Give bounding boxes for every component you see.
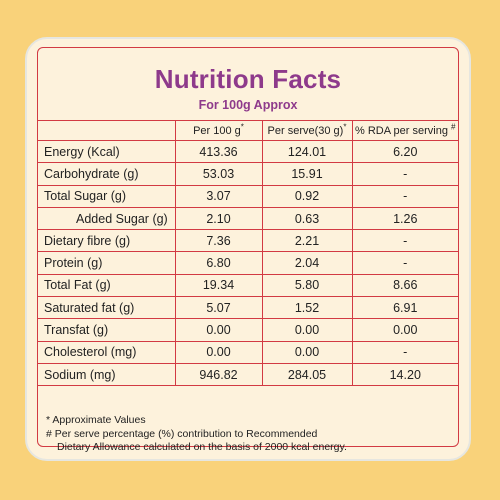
value-rda: 14.20 [351, 362, 458, 387]
table-header-row: Per 100 g* Per serve(30 g)* % RDA per se… [38, 120, 458, 141]
value-per-serve: 0.63 [261, 206, 353, 231]
value-rda: - [351, 229, 458, 253]
value-per-serve: 284.05 [261, 362, 353, 387]
value-rda: 6.91 [351, 296, 458, 320]
table-row: Transfat (g) 0.00 0.00 0.00 [38, 318, 458, 342]
footnote-approx: * Approximate Values [46, 414, 146, 426]
nutrient-name: Dietary fibre (g) [38, 229, 176, 253]
value-per-100g: 413.36 [174, 139, 263, 164]
nutrient-name: Transfat (g) [38, 318, 176, 342]
header-per-100g-label: Per 100 g [193, 124, 241, 137]
nutrition-card: Nutrition Facts For 100g Approx Per 100 … [25, 37, 471, 461]
nutrition-frame: Nutrition Facts For 100g Approx Per 100 … [37, 47, 459, 453]
value-per-100g: 3.07 [174, 184, 263, 208]
header-per-100g-mark: * [240, 121, 244, 131]
value-per-100g: 7.36 [174, 229, 263, 253]
value-per-serve: 0.92 [261, 184, 353, 208]
table-row: Dietary fibre (g) 7.36 2.21- [38, 229, 458, 253]
value-per-serve: 124.01 [261, 139, 353, 164]
value-per-serve: 0.00 [261, 340, 353, 364]
footnote-rda-line2: Dietary Allowance calculated on the basi… [57, 441, 347, 453]
footnote-rda-line1: # Per serve percentage (%) contribution … [46, 427, 318, 440]
value-rda: 8.66 [351, 273, 458, 298]
value-per-serve: 0.00 [261, 318, 353, 342]
table-row: Protein (g) 6.80 2.04- [38, 251, 458, 275]
value-per-100g: 0.00 [174, 318, 263, 342]
nutrient-name: Total Fat (g) [38, 273, 176, 298]
table-row: Carbohydrate (g) 53.03 15.91- [38, 162, 458, 186]
nutrient-name: Cholesterol (mg) [38, 340, 176, 364]
footnotes: * Approximate Values # Per serve percent… [46, 414, 347, 455]
page-subtitle: For 100g Approx [198, 98, 298, 112]
value-per-serve: 2.21 [261, 229, 353, 253]
value-per-serve: 5.80 [261, 273, 353, 298]
value-per-100g: 2.10 [174, 206, 263, 231]
header-per-serve: Per serve(30 g)* [261, 120, 353, 141]
table-row: Cholesterol (mg) 0.00 0.00- [38, 340, 458, 364]
header-per-serve-mark: * [343, 121, 347, 131]
header-rda: % RDA per serving # [351, 120, 458, 141]
value-per-100g: 946.82 [174, 362, 263, 387]
value-per-serve: 15.91 [261, 162, 353, 186]
table-row: Total Fat (g) 19.34 5.80 8.66 [38, 273, 458, 298]
table-row: Total Sugar (g) 3.07 0.92- [38, 184, 458, 208]
table-row: Saturated fat (g) 5.07 1.52 6.91 [38, 296, 458, 320]
value-per-100g: 5.07 [174, 296, 263, 320]
value-per-100g: 19.34 [174, 273, 263, 298]
nutrient-name: Sodium (mg) [38, 362, 176, 387]
header-per-serve-label: Per serve(30 g) [267, 124, 344, 137]
value-per-serve: 2.04 [261, 251, 353, 275]
table-row: Energy (Kcal) 413.36 124.01 6.20 [38, 139, 458, 164]
value-per-serve: 1.52 [261, 296, 353, 320]
table-row: Sodium (mg) 946.82 284.05 14.20 [38, 362, 458, 387]
value-rda: - [351, 251, 458, 275]
header-nutrient [38, 120, 176, 141]
value-per-100g: 53.03 [174, 162, 263, 186]
value-rda: - [351, 162, 458, 186]
nutrient-name: Total Sugar (g) [38, 184, 176, 208]
table-row: Added Sugar (g) 2.10 0.63 1.26 [38, 206, 458, 231]
nutrition-table: Per 100 g* Per serve(30 g)* % RDA per se… [38, 120, 458, 387]
value-rda: 6.20 [351, 139, 458, 164]
value-rda: - [351, 184, 458, 208]
page-title: Nutrition Facts [154, 64, 342, 94]
value-per-100g: 6.80 [174, 251, 263, 275]
nutrient-name: Energy (Kcal) [38, 139, 176, 164]
header-per-100g: Per 100 g* [174, 120, 263, 141]
value-rda: - [351, 340, 458, 364]
nutrient-name: Saturated fat (g) [38, 296, 176, 320]
nutrient-name: Added Sugar (g) [38, 206, 176, 231]
value-rda: 1.26 [351, 206, 458, 231]
header-rda-label: % RDA per serving [355, 124, 448, 137]
header-rda-mark: # [451, 121, 456, 131]
nutrient-name: Protein (g) [38, 251, 176, 275]
value-per-100g: 0.00 [174, 340, 263, 364]
value-rda: 0.00 [351, 318, 458, 342]
nutrient-name: Carbohydrate (g) [38, 162, 176, 186]
